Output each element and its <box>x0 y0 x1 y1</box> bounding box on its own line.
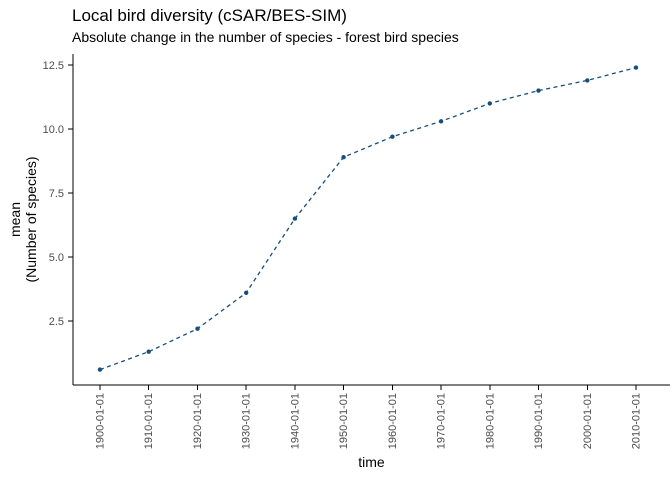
data-point <box>585 78 590 83</box>
data-points <box>97 65 639 372</box>
x-tick-label: 1970-01-01 <box>436 393 448 449</box>
data-point <box>146 349 151 354</box>
x-tick-label: 1960-01-01 <box>387 393 399 449</box>
x-tick-label: 1950-01-01 <box>338 393 350 449</box>
x-tick-label: 2000-01-01 <box>582 393 594 449</box>
data-point <box>341 155 346 160</box>
x-tick-label: 1920-01-01 <box>192 393 204 449</box>
x-tick-label: 1990-01-01 <box>533 393 545 449</box>
data-point <box>292 216 298 221</box>
y-axis-title: mean (Number of species) <box>7 156 39 282</box>
y-tick-label: 5.0 <box>49 252 64 264</box>
x-tick-label: 1940-01-01 <box>289 393 301 449</box>
data-point <box>244 290 249 295</box>
chart-subtitle: Absolute change in the number of species… <box>72 29 459 45</box>
chart-title: Local bird diversity (cSAR/BES-SIM) <box>72 6 347 25</box>
y-tick-label: 7.5 <box>49 188 64 200</box>
y-axis-title-line: mean <box>7 202 23 237</box>
data-point <box>438 119 444 124</box>
x-tick-label: 1910-01-01 <box>143 393 155 449</box>
y-axis-ticks: 2.5 5.0 7.5 10.0 12.5 <box>43 60 73 328</box>
data-point <box>487 101 492 106</box>
data-point <box>195 326 200 331</box>
x-tick-label: 1980-01-01 <box>484 393 496 449</box>
data-line <box>99 66 637 371</box>
y-tick-label: 10.0 <box>43 124 64 136</box>
data-point <box>97 367 103 372</box>
data-point <box>536 88 541 93</box>
x-tick-label: 1930-01-01 <box>241 393 253 449</box>
data-point <box>633 65 639 70</box>
y-axis-title-line: (Number of species) <box>23 156 39 282</box>
x-axis-title: time <box>358 454 385 470</box>
x-tick-label: 2010-01-01 <box>631 393 643 449</box>
x-axis-ticks: 1900-01-01 1910-01-01 1920-01-01 1930-01-01… <box>95 385 643 449</box>
data-point <box>390 134 395 139</box>
y-tick-label: 2.5 <box>49 316 64 328</box>
y-tick-label: 12.5 <box>43 60 64 72</box>
x-tick-label: 1900-01-01 <box>95 393 107 449</box>
